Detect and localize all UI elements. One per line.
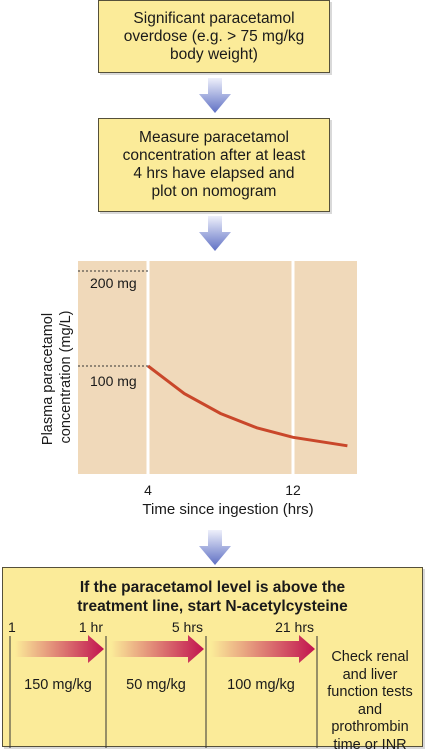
final-check-text: Check renal and liver function tests and… xyxy=(327,649,413,753)
x-axis-label: Time since ingestion (hrs) xyxy=(142,501,313,518)
treatment-box: If the paracetamol level is above the tr… xyxy=(2,567,423,753)
x-tick-4: 4 xyxy=(144,482,152,498)
measure-box: Measure paracetamol concentration after … xyxy=(98,118,330,212)
treatment-line xyxy=(147,364,348,448)
nomogram-chart: 200 mg 100 mg Plasma paracetamol concent… xyxy=(0,255,427,535)
time-label-21hrs: 21 hrs xyxy=(275,619,314,635)
down-arrow-1 xyxy=(199,78,231,113)
x-tick-12: 12 xyxy=(285,482,301,498)
down-arrow-2 xyxy=(199,216,231,251)
y-axis-label: Plasma paracetamol concentration (mg/L) xyxy=(40,309,74,445)
overdose-text: Significant paracetamol overdose (e.g. >… xyxy=(123,9,305,63)
dose-label-3: 100 mg/kg xyxy=(227,677,295,693)
dose-label-1: 150 mg/kg xyxy=(24,677,92,693)
time-label-1hr: 1 hr xyxy=(79,619,103,635)
overdose-box: Significant paracetamol overdose (e.g. >… xyxy=(98,0,330,73)
dose-arrow-2 xyxy=(111,635,204,663)
measure-text: Measure paracetamol concentration after … xyxy=(122,129,306,200)
plot-background xyxy=(78,261,357,474)
dose-label-2: 50 mg/kg xyxy=(126,677,186,693)
dose-arrow-3 xyxy=(211,635,315,663)
time-label-start: 1 xyxy=(8,619,16,635)
y-ref-label-200: 200 mg xyxy=(90,275,137,291)
down-arrow-3 xyxy=(199,530,231,565)
dose-arrow-1 xyxy=(15,635,104,663)
time-label-5hrs: 5 hrs xyxy=(172,619,203,635)
treatment-title: If the paracetamol level is above the tr… xyxy=(77,579,348,615)
y-ref-label-100: 100 mg xyxy=(90,373,137,389)
